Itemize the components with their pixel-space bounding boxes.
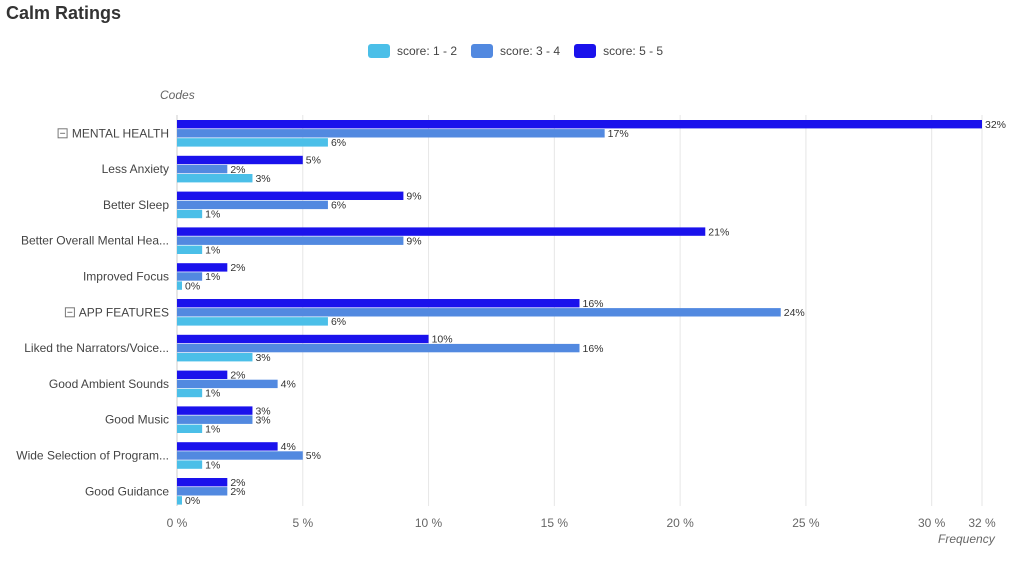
data-label: 3% xyxy=(255,405,270,417)
bar xyxy=(177,353,253,362)
bar xyxy=(177,191,404,200)
bar xyxy=(177,451,303,460)
legend: score: 1 - 2 score: 3 - 4 score: 5 - 5 xyxy=(368,44,663,58)
y-axis-title: Codes xyxy=(160,88,195,102)
bar xyxy=(177,129,605,138)
bar xyxy=(177,460,203,469)
x-tick-label: 0 % xyxy=(167,516,188,530)
category-label: Liked the Narrators/Voice... xyxy=(24,341,169,355)
x-tick-label: 10 % xyxy=(415,516,443,530)
data-label: 16% xyxy=(583,298,604,310)
data-label: 1% xyxy=(205,424,220,436)
bar xyxy=(177,496,182,505)
data-label: 0% xyxy=(185,495,200,507)
legend-item-score-3-4[interactable]: score: 3 - 4 xyxy=(471,44,560,58)
x-axis-title: Frequency xyxy=(938,532,995,546)
legend-item-score-5-5[interactable]: score: 5 - 5 xyxy=(574,44,663,58)
data-label: 32% xyxy=(985,119,1006,131)
data-label: 21% xyxy=(708,226,729,238)
legend-label: score: 3 - 4 xyxy=(500,44,561,58)
bar xyxy=(177,245,203,254)
category-label: Improved Focus xyxy=(83,270,169,284)
bar xyxy=(177,120,982,129)
legend-label: score: 5 - 5 xyxy=(603,44,664,58)
data-label: 5% xyxy=(306,155,321,167)
bar xyxy=(177,317,328,326)
bar xyxy=(177,308,781,317)
category-label: Good Guidance xyxy=(85,484,169,498)
legend-label: score: 1 - 2 xyxy=(397,44,458,58)
category-label: MENTAL HEALTH xyxy=(72,126,169,140)
data-label: 4% xyxy=(281,379,296,391)
x-tick-label: 5 % xyxy=(292,516,313,530)
data-label: 1% xyxy=(205,388,220,400)
data-label: 2% xyxy=(230,477,245,489)
x-tick-label: 20 % xyxy=(666,516,694,530)
bar xyxy=(177,299,580,308)
x-tick-label: 25 % xyxy=(792,516,820,530)
chart-title: Calm Ratings xyxy=(6,3,122,23)
category-label: Wide Selection of Program... xyxy=(16,449,169,463)
data-label: 1% xyxy=(205,459,220,471)
data-label: 6% xyxy=(331,316,346,328)
bar xyxy=(177,200,328,210)
bar xyxy=(177,343,580,353)
bar xyxy=(177,388,203,398)
bar xyxy=(177,263,228,272)
data-label: 10% xyxy=(432,334,453,346)
bar xyxy=(177,138,328,147)
x-tick-label: 30 % xyxy=(918,516,946,530)
bar xyxy=(177,415,253,424)
data-label: 1% xyxy=(205,271,220,283)
category-label: APP FEATURES xyxy=(79,305,169,319)
category-label: Good Ambient Sounds xyxy=(49,377,169,391)
category-label: Better Overall Mental Hea... xyxy=(21,234,169,248)
data-label: 1% xyxy=(205,245,220,257)
data-label: 17% xyxy=(608,128,629,140)
data-label: 3% xyxy=(255,352,270,364)
bar xyxy=(177,487,228,496)
data-label: 3% xyxy=(255,414,270,426)
bar xyxy=(177,442,278,451)
data-label: 5% xyxy=(306,450,321,462)
data-label: 2% xyxy=(230,164,245,176)
data-label: 2% xyxy=(230,486,245,498)
legend-swatch xyxy=(574,44,597,58)
data-label: 4% xyxy=(281,441,296,453)
data-label: 6% xyxy=(331,200,346,212)
bar xyxy=(177,370,228,379)
data-label: 2% xyxy=(230,262,245,274)
bar xyxy=(177,209,203,219)
legend-swatch xyxy=(471,44,494,58)
bar xyxy=(177,379,278,389)
data-label: 1% xyxy=(205,209,220,221)
bar xyxy=(177,478,228,487)
data-label: 9% xyxy=(406,235,421,247)
data-label: 9% xyxy=(406,191,421,203)
bar xyxy=(177,155,303,165)
data-label: 3% xyxy=(255,173,270,185)
bar xyxy=(177,174,253,183)
legend-item-score-1-2[interactable]: score: 1 - 2 xyxy=(368,44,457,58)
x-tick-label: 32 % xyxy=(968,516,996,530)
bar xyxy=(177,236,404,245)
bar xyxy=(177,272,203,281)
bar xyxy=(177,406,253,415)
bar xyxy=(177,334,429,344)
data-label: 2% xyxy=(230,370,245,382)
x-tick-label: 15 % xyxy=(541,516,569,530)
legend-swatch xyxy=(368,44,390,58)
bar xyxy=(177,227,706,236)
bar xyxy=(177,164,228,174)
data-label: 6% xyxy=(331,137,346,149)
category-label: Better Sleep xyxy=(103,198,169,212)
data-label: 0% xyxy=(185,280,200,292)
bar xyxy=(177,424,203,433)
category-label: Good Music xyxy=(105,413,169,427)
bar xyxy=(177,281,182,290)
data-label: 24% xyxy=(784,307,805,319)
data-label: 16% xyxy=(583,343,604,355)
category-label: Less Anxiety xyxy=(102,162,169,176)
